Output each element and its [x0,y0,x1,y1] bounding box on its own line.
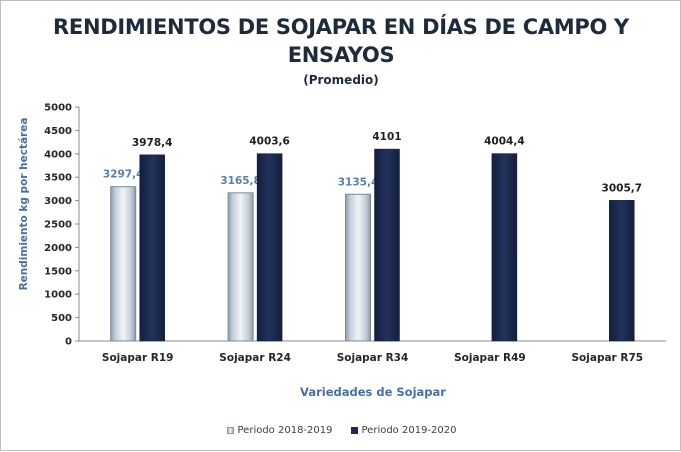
y-tick-label: 2000 [44,243,72,254]
data-label-2-series-2: 4003,6 [249,136,290,148]
x-axis-title: Variedades de Sojapar [300,385,446,399]
x-category-label: Sojapar R75 [572,352,644,364]
chart-legend: Periodo 2018-2019 Periodo 2019-2020 [1,425,681,436]
data-label-4-series-2: 4004,4 [484,136,525,148]
legend-label-series-1: Periodo 2018-2019 [237,425,333,436]
bar-2-series-2 [256,153,283,342]
bar-1-series-1 [110,186,137,342]
legend-swatch-series-1 [226,427,234,434]
y-tick-label: 4500 [44,126,72,137]
y-tick-label: 4000 [44,149,72,160]
bar-1-series-2 [139,154,165,342]
chart-subtitle: (Promedio) [303,73,379,87]
y-tick-label: 0 [65,337,72,348]
data-label-1-series-1: 3297,4 [103,169,144,181]
legend-swatch-series-2 [350,427,358,434]
y-tick-label: 500 [51,313,72,324]
y-axis-title: Rendimiento kg por hectárea [18,118,30,291]
legend-label-series-2: Periodo 2019-2020 [361,425,457,436]
data-label-3-series-1: 3135,4 [338,176,379,188]
bar-3-series-1 [345,193,371,342]
bar-3-series-2 [374,148,400,342]
x-category-label: Sojapar R24 [219,352,291,364]
legend-item-series-2: Periodo 2019-2020 [350,425,457,436]
x-category-label: Sojapar R19 [102,352,174,364]
y-tick-label: 3500 [44,173,72,184]
y-tick-label: 5000 [44,103,72,114]
data-label-2-series-1: 3165,8 [220,175,261,187]
bar-5-series-2 [609,200,635,342]
x-category-label: Sojapar R49 [454,352,526,364]
data-label-1-series-2: 3978,4 [132,137,173,149]
data-label-3-series-2: 4101 [372,131,401,143]
data-label-5-series-2: 3005,7 [602,182,643,194]
y-tick-label: 1500 [44,266,72,277]
x-category-label: Sojapar R34 [337,352,409,364]
y-tick-label: 2500 [44,220,72,231]
bar-4-series-2 [491,153,518,342]
y-tick-label: 1000 [44,290,72,301]
bar-2-series-1 [227,192,254,342]
y-tick-label: 3000 [44,196,72,207]
chart-title: RENDIMIENTOS DE SOJAPAR EN DÍAS DE CAMPO… [53,15,629,67]
legend-item-series-1: Periodo 2018-2019 [226,425,333,436]
